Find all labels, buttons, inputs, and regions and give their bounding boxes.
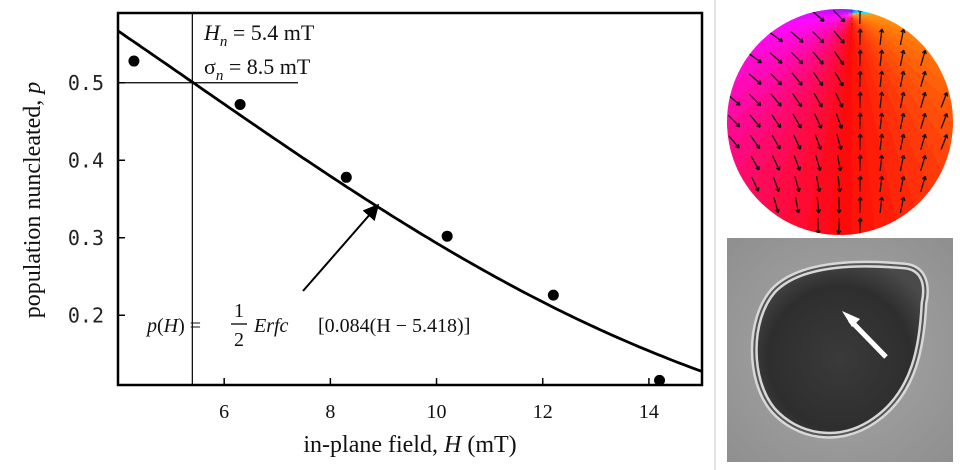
formula-denominator: 2 xyxy=(234,329,244,351)
data-point-5 xyxy=(654,374,666,386)
white-arrow xyxy=(848,318,888,359)
formula-argument: [0.084(H − 5.418)] xyxy=(318,315,470,337)
y-axis-label: population nuncleated, p xyxy=(20,82,46,319)
formula-numerator: 1 xyxy=(234,300,244,322)
y-tick-label-0: 0.2 xyxy=(68,303,104,327)
plot-frame xyxy=(116,11,704,387)
sigma-n-annotation: σn = 8.5 mT xyxy=(204,54,311,84)
y-tick-label-3: 0.5 xyxy=(68,71,104,95)
data-point-3 xyxy=(441,230,453,242)
formula-function: Erfc xyxy=(253,315,289,337)
y-axis-ticks: 0.2 0.3 0.4 0.5 xyxy=(68,71,125,327)
data-point-1 xyxy=(234,98,246,110)
x-axis-ticks: 6 8 10 12 14 xyxy=(219,378,659,423)
y-tick-label-2: 0.4 xyxy=(68,148,104,172)
x-tick-label-8: 8 xyxy=(325,401,335,423)
svg-text:p(H) =: p(H) = xyxy=(145,315,201,337)
fit-curve-layer xyxy=(117,29,703,373)
reference-lines xyxy=(118,13,298,385)
chart: 6 8 10 12 14 0.20.30.40.5 in-plane field, H … xyxy=(20,11,704,458)
data-point-2 xyxy=(340,171,352,183)
data-point-0 xyxy=(128,55,140,67)
microscope-image xyxy=(727,238,953,462)
hn-annotation: Hn = 5.4 mT xyxy=(203,20,315,50)
x-tick-label-6: 6 xyxy=(219,401,229,423)
x-tick-label-12: 12 xyxy=(533,401,553,423)
x-tick-label-10: 10 xyxy=(427,401,447,423)
fit-formula: p(H) = 1 2 Erfc [0.084(H − 5.418)] xyxy=(145,300,470,351)
data-points xyxy=(128,55,666,386)
x-tick-label-14: 14 xyxy=(639,401,659,423)
fit-curve xyxy=(117,29,703,373)
formula-arrow xyxy=(302,203,380,292)
x-axis-label: in-plane field, H (mT) xyxy=(303,432,516,458)
y-tick-label-1: 0.3 xyxy=(68,226,104,250)
data-point-4 xyxy=(547,289,559,301)
